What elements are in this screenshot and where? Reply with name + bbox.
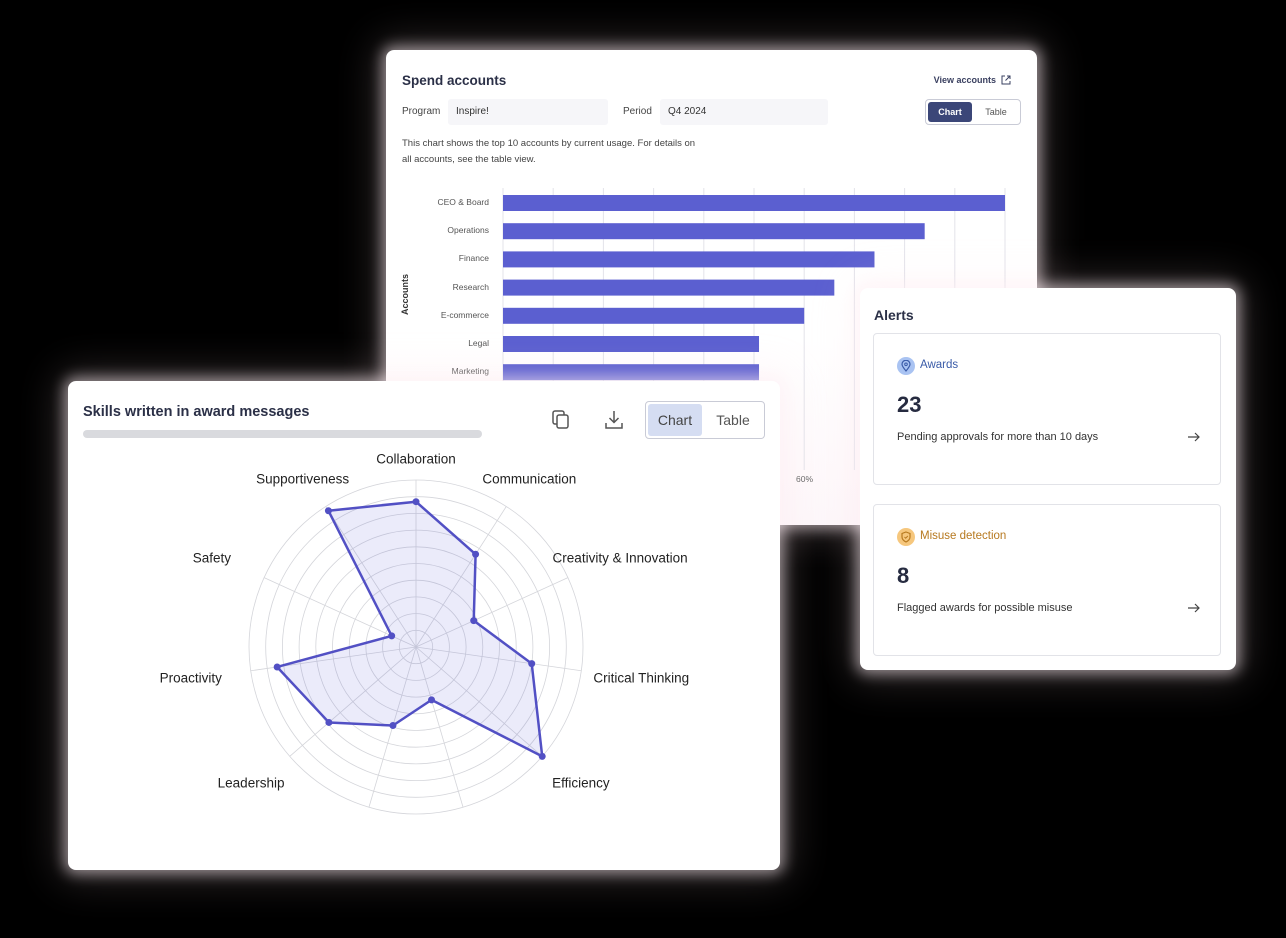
bar[interactable] [503, 279, 835, 296]
alert-card[interactable]: Awards 23 Pending approvals for more than … [873, 333, 1221, 485]
radar-point[interactable] [472, 550, 480, 558]
period-select[interactable]: Q4 2024 [660, 99, 828, 125]
view-accounts-label: View accounts [933, 75, 996, 85]
description-line: This chart shows the top 10 accounts by … [402, 138, 696, 149]
view-accounts-link[interactable]: View accounts [934, 75, 1011, 85]
radar-axis-label: Safety [192, 550, 232, 566]
y-tick-label: Operations [447, 225, 489, 236]
alert-count: 8 [897, 563, 910, 588]
alert-category: Awards [920, 359, 959, 371]
radar-point[interactable] [538, 752, 546, 760]
skills-card: Skills written in award messages Chart T… [68, 381, 780, 870]
radar-axis-label: Communication [482, 471, 577, 487]
alert-card[interactable]: Misuse detection 8 Flagged awards for poss… [873, 504, 1221, 656]
radar-point[interactable] [388, 632, 396, 640]
y-tick-label: Legal [468, 338, 489, 348]
radar-axis-label: Critical Thinking [593, 670, 690, 686]
radar-series-area [275, 500, 544, 758]
radar-chart-viewport: Collaboration Communication Creativity & I… [68, 452, 780, 830]
external-link-icon [1001, 75, 1011, 85]
tab-chart[interactable]: Chart [928, 102, 972, 122]
loading-bar [83, 430, 482, 438]
radar-spoke [415, 646, 543, 757]
bar[interactable] [503, 364, 760, 381]
radar-axis-label: Leadership [217, 775, 285, 791]
radar-point[interactable] [324, 507, 332, 515]
y-tick-label: Marketing [451, 366, 489, 377]
period-label: Period [623, 106, 652, 117]
y-tick-label: CEO & Board [437, 197, 490, 207]
radar-point[interactable] [412, 498, 420, 506]
skills-title: Skills written in award messages [83, 404, 310, 420]
radar-spoke [289, 646, 417, 757]
radar-point[interactable] [428, 696, 436, 704]
alerts-card: Alerts Awards 23 Pending approvals for mor… [860, 288, 1236, 670]
shield-icon [897, 528, 915, 546]
arrow-right-icon[interactable] [1187, 603, 1200, 613]
y-tick-label: E-commerce [440, 309, 489, 320]
radar-point[interactable] [325, 718, 333, 726]
alerts-title: Alerts [874, 307, 914, 323]
description-line: all accounts, see the table view. [402, 154, 536, 165]
skills-view-toggle: Chart Table [645, 401, 765, 439]
radar-point[interactable] [273, 663, 281, 671]
alert-category: Misuse detection [920, 530, 1007, 542]
radar-spoke [325, 506, 417, 648]
radar-axis-label: Supportiveness [256, 471, 350, 487]
radar-chart [248, 479, 584, 815]
radar-point[interactable] [389, 722, 397, 730]
spend-description: This chart shows the top 10 accounts by … [402, 136, 695, 168]
bar[interactable] [503, 195, 1005, 211]
tab-table[interactable]: Table [985, 107, 1007, 117]
radar-point[interactable] [528, 660, 536, 668]
y-tick-label: Finance [458, 253, 489, 264]
y-tick-label: Research [452, 281, 489, 292]
radar-spoke [415, 646, 464, 808]
radar-axis-label: Efficiency [552, 775, 610, 791]
spend-title: Spend accounts [402, 73, 507, 88]
radar-axis-label: Creativity & Innovation [552, 550, 688, 566]
x-tick-label: 60% [796, 474, 814, 484]
download-icon[interactable] [605, 410, 623, 430]
radar-point[interactable] [470, 617, 478, 625]
radar-spoke [415, 577, 569, 648]
tab-table[interactable]: Table [716, 412, 750, 428]
program-label: Program [402, 106, 441, 117]
bar[interactable] [503, 251, 875, 268]
program-select[interactable]: Inspire! [448, 99, 608, 125]
bar[interactable] [503, 336, 760, 352]
radar-axis-label: Collaboration [376, 452, 456, 467]
alert-count: 23 [897, 392, 922, 417]
tab-chart[interactable]: Chart [648, 404, 702, 436]
radar-axis-label: Proactivity [159, 670, 222, 686]
copy-icon[interactable] [552, 410, 570, 430]
spend-view-toggle: Chart Table [925, 99, 1021, 125]
arrow-right-icon[interactable] [1187, 432, 1200, 442]
radar-spoke [415, 646, 582, 672]
location-pin-icon [897, 357, 915, 375]
alert-description: Flagged awards for possible misuse [897, 602, 1073, 614]
alert-description: Pending approvals for more than 10 days [897, 431, 1099, 443]
radar-spoke [415, 506, 507, 648]
bar[interactable] [503, 223, 925, 240]
bar[interactable] [503, 307, 805, 324]
